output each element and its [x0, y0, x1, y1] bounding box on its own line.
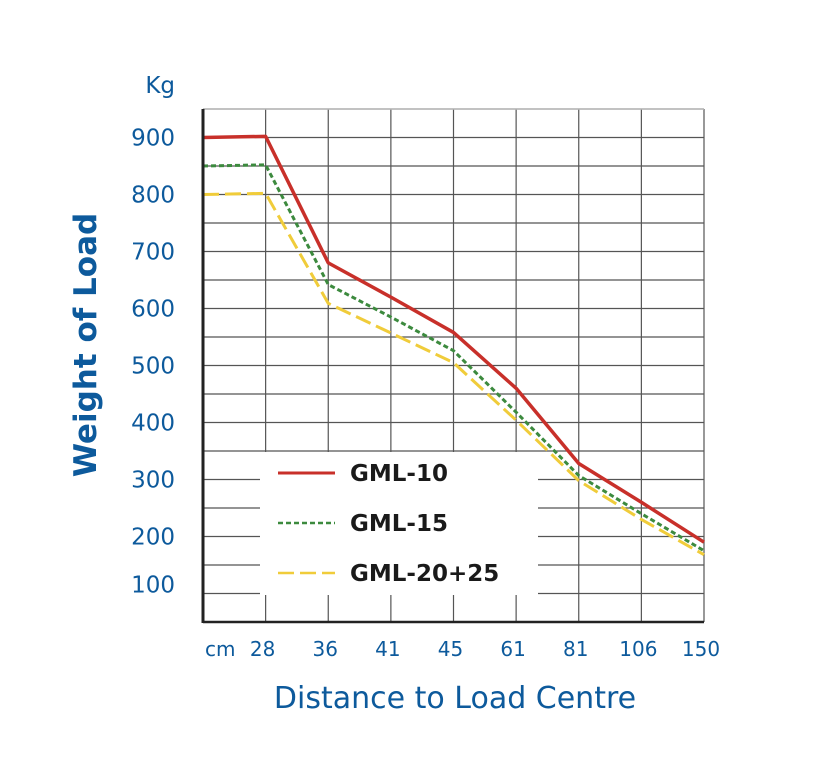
x-tick-label: 41	[375, 637, 400, 661]
series-line-gml-10	[202, 134, 705, 544]
legend-label: GML-15	[350, 511, 448, 537]
x-tick-label: 150	[682, 637, 720, 661]
y-tick-label: 200	[131, 525, 175, 551]
axes	[201, 109, 704, 624]
y-unit-label: Kg	[145, 73, 175, 99]
y-tick-label: 300	[131, 468, 175, 494]
x-tick-label: 45	[438, 637, 463, 661]
x-tick-label: 106	[619, 637, 657, 661]
legend-label: GML-20+25	[350, 561, 499, 587]
x-tick-label: 81	[563, 637, 588, 661]
y-tick-label: 500	[131, 354, 175, 380]
y-tick-label: 100	[131, 573, 175, 599]
series-lines	[202, 134, 705, 557]
y-tick-label: 700	[131, 240, 175, 266]
x-tick-label: 61	[500, 637, 525, 661]
x-axis-title: Distance to Load Centre	[274, 681, 636, 716]
y-tick-label: 400	[131, 411, 175, 437]
y-axis-title: Weight of Load	[68, 213, 104, 477]
series-line-gml-15	[202, 163, 705, 553]
y-tick-label: 800	[131, 183, 175, 209]
x-tick-label: 36	[313, 637, 338, 661]
y-tick-label: 600	[131, 297, 175, 323]
x-tick-label: 28	[250, 637, 275, 661]
x-unit-label: cm	[205, 637, 235, 661]
x-tick-labels: 28 36 41 45 61 81 106 150	[250, 637, 720, 661]
y-tick-label: 900	[131, 126, 175, 152]
legend-label: GML-10	[350, 461, 448, 487]
legend: GML-10 GML-15 GML-20+25	[260, 452, 538, 595]
y-tick-labels: 100 200 300 400 500 600 700 800 900	[131, 126, 175, 599]
